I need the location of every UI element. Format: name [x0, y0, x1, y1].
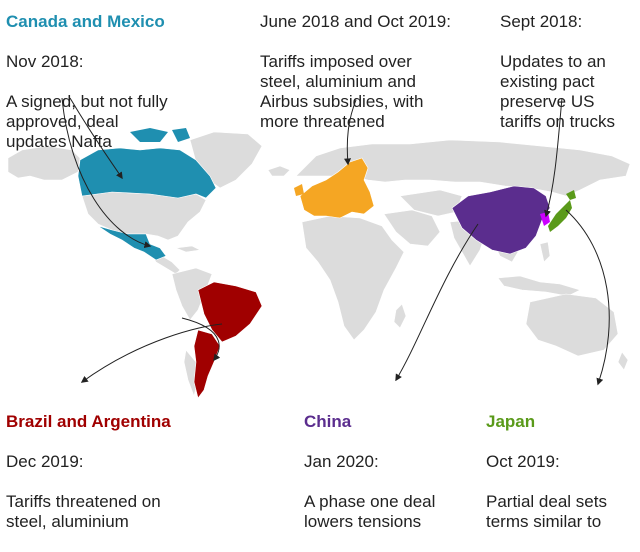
arrow-south-korea	[544, 97, 563, 218]
arrow-canada	[69, 97, 123, 180]
arrow-mexico	[61, 97, 152, 249]
date-canada-mexico: Nov 2018:	[6, 52, 84, 71]
body-japan: Partial deal sets terms similar to	[486, 492, 607, 531]
region-eu	[294, 157, 375, 219]
body-china: A phase one deal lowers tensions	[304, 492, 436, 531]
region-canada-mexico	[77, 128, 217, 261]
date-japan: Oct 2019:	[486, 452, 560, 471]
body-eu: Tariffs imposed over steel, aluminium an…	[260, 52, 424, 131]
arrow-brazil	[80, 323, 223, 383]
heading-canada-mexico: Canada and Mexico	[6, 12, 165, 31]
heading-china: China	[304, 412, 352, 431]
date-south-korea: Sept 2018:	[500, 12, 583, 31]
arrows	[61, 97, 610, 386]
arrow-japan	[565, 209, 610, 386]
heading-brazil-argentina: Brazil and Argentina	[6, 412, 171, 431]
label-south-korea: Sept 2018: Updates to an existing pact p…	[500, 0, 615, 152]
body-brazil-argentina: Tariffs threatened on steel, aluminium	[6, 492, 161, 531]
label-canada-mexico: Canada and Mexico Nov 2018: A signed, bu…	[6, 0, 168, 180]
arrow-argentina	[181, 317, 221, 362]
label-brazil-argentina: Brazil and Argentina Dec 2019: Tariffs t…	[6, 392, 171, 552]
region-brazil-argentina	[193, 281, 263, 399]
label-eu: June 2018 and Oct 2019: Tariffs imposed …	[260, 0, 451, 152]
body-canada-mexico: A signed, but not fully approved, deal u…	[6, 92, 168, 151]
heading-japan: Japan	[486, 412, 536, 431]
date-china: Jan 2020:	[304, 452, 379, 471]
arrow-china	[395, 223, 479, 382]
label-japan: Japan Oct 2019: Partial deal sets terms …	[486, 392, 607, 552]
region-japan	[548, 190, 576, 232]
date-eu: June 2018 and Oct 2019:	[260, 12, 451, 31]
body-south-korea: Updates to an existing pact preserve US …	[500, 52, 615, 131]
world-map	[7, 97, 631, 399]
base-land	[7, 131, 631, 398]
arrow-eu	[344, 99, 357, 166]
date-brazil-argentina: Dec 2019:	[6, 452, 84, 471]
label-china: China Jan 2020: A phase one deal lowers …	[304, 392, 435, 552]
